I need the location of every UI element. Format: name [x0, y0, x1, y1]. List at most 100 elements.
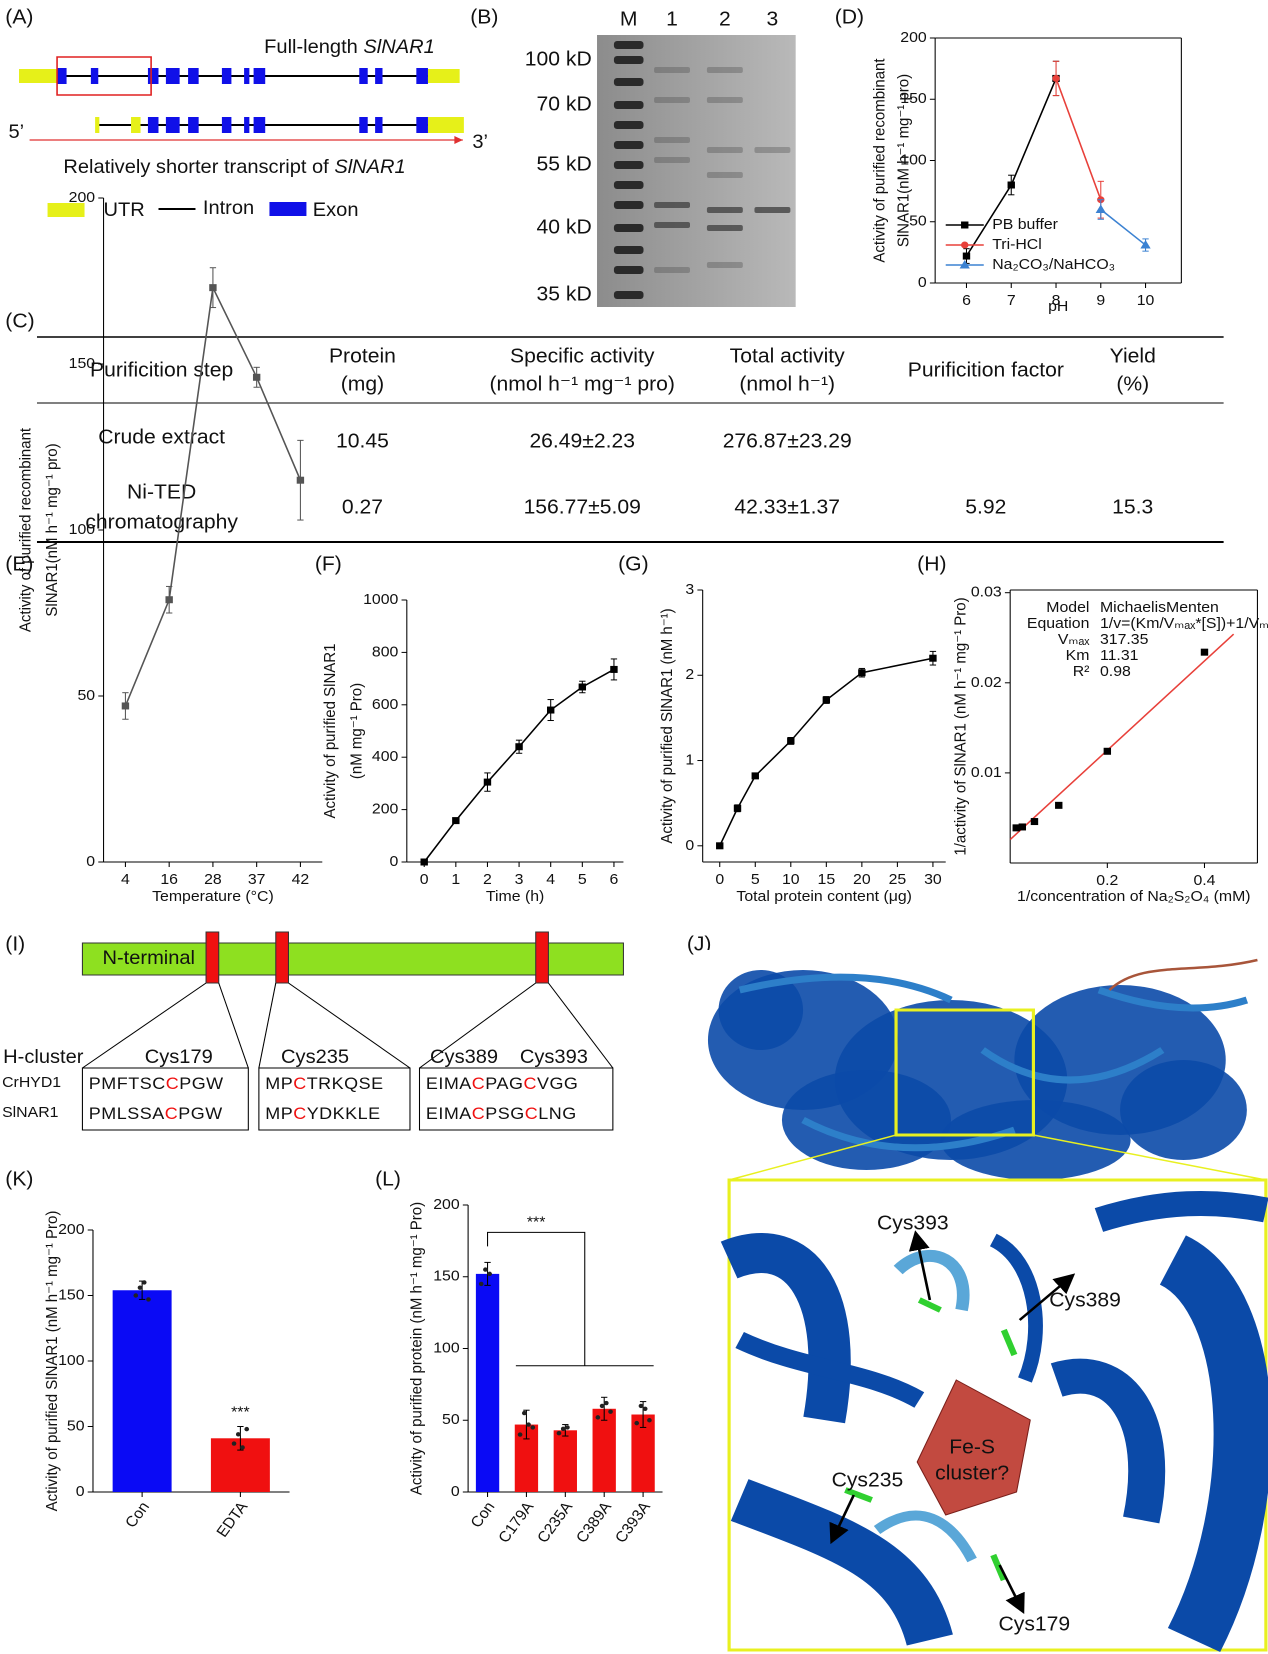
band: [654, 267, 691, 273]
protein-blob: [940, 1100, 1131, 1180]
stat-value: 11.31: [1100, 647, 1138, 664]
residue: PGW: [178, 1103, 222, 1122]
x-tick-label: 0.2: [1096, 872, 1118, 889]
marker: [610, 665, 618, 673]
table-cell: 156.77±5.09: [524, 496, 641, 518]
cys-residue: [844, 1487, 873, 1503]
marker-label: 35 kD: [537, 283, 592, 305]
stat-key: Model: [1046, 599, 1089, 616]
header-cell: Specific activity: [510, 345, 655, 367]
sequence: MPCTRKQSE: [265, 1073, 383, 1092]
data-point: [478, 1281, 484, 1287]
panel-letter: (A): [5, 6, 33, 28]
cys-site: [535, 931, 549, 984]
y-tick-label: 0: [918, 274, 927, 291]
marker: [1095, 204, 1106, 213]
lane-label: M: [620, 8, 638, 30]
species-label: CrHYD1: [2, 1074, 61, 1091]
data-point: [530, 1425, 536, 1430]
legend-text: Tri-HCl: [992, 236, 1042, 253]
y-tick-label: 0: [86, 853, 95, 870]
marker: [822, 696, 831, 704]
panel-letter: (F): [315, 553, 342, 575]
band: [706, 225, 743, 231]
marker: [452, 817, 460, 825]
marker: [733, 804, 742, 812]
stat-key: Vₘₐₓ: [1058, 631, 1090, 648]
panel-letter: (B): [470, 6, 498, 28]
y-tick-label: 2: [685, 667, 694, 684]
band: [654, 202, 691, 208]
marker: [961, 221, 969, 229]
residue: C: [525, 1103, 538, 1122]
marker-band: [613, 266, 644, 274]
data-point: [638, 1403, 644, 1409]
utr: [19, 69, 60, 83]
data-point: [556, 1430, 562, 1436]
x-tick-label: 5: [751, 871, 760, 888]
residue: C: [472, 1103, 485, 1122]
exon: [253, 117, 266, 133]
fit-line: [1009, 633, 1235, 841]
exon: [416, 68, 428, 84]
stat-value: 0.98: [1100, 663, 1131, 680]
bar: [592, 1408, 616, 1492]
x-tick-label: 0: [715, 871, 724, 888]
residue: C: [166, 1073, 179, 1092]
y-tick-label: 100: [433, 1340, 459, 1357]
marker: [578, 683, 587, 691]
seq-box: [258, 1067, 411, 1131]
exon: [244, 68, 250, 84]
ribbon: [893, 1249, 970, 1312]
x-tick-label: 20: [853, 871, 871, 888]
marker: [1007, 181, 1015, 189]
lane-label: 1: [666, 8, 678, 30]
panel-letter: (G): [618, 553, 649, 575]
seq-box: [418, 1067, 614, 1131]
connector: [419, 982, 537, 1069]
bar: [631, 1414, 655, 1492]
exon: [375, 117, 383, 133]
data-point: [521, 1410, 527, 1416]
marker: [751, 772, 759, 780]
band: [706, 97, 743, 103]
gene-name: SlNAR1: [334, 156, 405, 177]
data-point: [642, 1406, 648, 1411]
ribbon: [873, 1510, 977, 1563]
residue: EIMA: [426, 1103, 472, 1122]
y-axis-label: Activity of purified protein (nM h⁻¹ mg⁻…: [408, 1202, 425, 1495]
marker: [961, 241, 969, 249]
marker: [547, 706, 555, 714]
data-point: [565, 1425, 570, 1430]
cluster-label: H-cluster: [3, 1046, 84, 1067]
protein-blob: [718, 970, 804, 1050]
bar: [112, 1290, 172, 1492]
header-cell: Purificition factor: [908, 359, 1064, 381]
marker: [1030, 818, 1039, 826]
legend-text: Na₂CO₃/NaHCO₃: [992, 256, 1115, 273]
marker: [165, 596, 173, 604]
row-header: Crude extract: [98, 426, 225, 448]
y-axis-label: Activity of purified recombinant: [871, 58, 888, 263]
marker: [1012, 824, 1020, 832]
header-cell: Yield: [1110, 345, 1156, 367]
band: [706, 147, 743, 153]
x-tick-label: 5: [578, 871, 587, 888]
residue: PMFTSC: [89, 1073, 166, 1092]
exon: [221, 117, 232, 133]
header-cell: Total activity: [730, 345, 846, 367]
exon: [165, 68, 180, 84]
y-tick-label: 0.03: [971, 584, 1002, 601]
x-tick-label: 0: [420, 871, 429, 888]
cys-label: Cys235: [281, 1046, 349, 1067]
domain-label: N-terminal: [102, 947, 195, 968]
y-axis-label: SlNAR1(nM h⁻¹ mg⁻¹ pro): [895, 74, 912, 247]
y-tick-label: 50: [442, 1412, 460, 1429]
marker: [296, 476, 305, 484]
band: [654, 222, 691, 228]
significance-bracket: [487, 1231, 654, 1367]
x-tick-label: EDTA: [214, 1498, 252, 1540]
table-cell: 10.45: [336, 430, 389, 452]
y-tick-label: 100: [58, 1352, 84, 1369]
